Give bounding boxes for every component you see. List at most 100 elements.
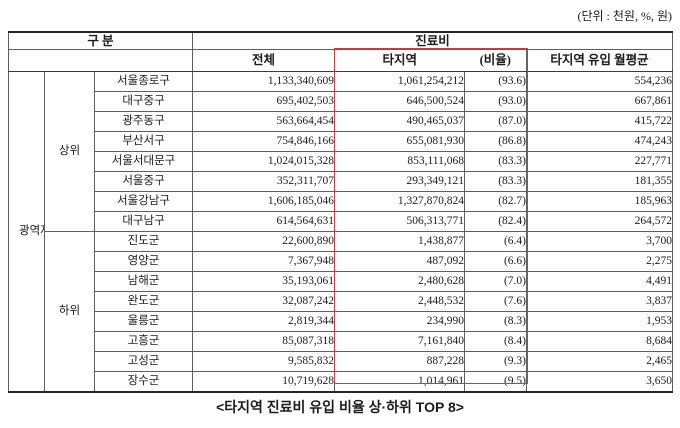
ratio-cell: (6.4) <box>464 231 527 252</box>
header-expense-group: 진료비 <box>191 31 674 50</box>
monthly-avg-cell: 3,837 <box>525 291 674 312</box>
total-cell: 7,367,948 <box>192 251 335 272</box>
expense-table: 구 분 진료비 전체 타지역 (비율) 타지역 유입 월평균 광역자치단체 상위… <box>8 31 674 393</box>
table-row: 서울서대문구 1,024,015,328 853,111,068 (83.3) … <box>9 151 674 172</box>
ratio-cell: (87.0) <box>464 111 527 132</box>
total-cell: 1,024,015,328 <box>192 151 335 172</box>
table-caption: <타지역 진료비 유입 비율 상·하위 TOP 8> <box>216 399 464 415</box>
other-region-cell: 1,061,254,212 <box>334 71 465 92</box>
header-monthly-avg: 타지역 유입 월평균 <box>525 49 674 72</box>
other-region-cell: 234,990 <box>334 311 465 332</box>
table-row: 광주동구 563,664,454 490,465,037 (87.0) 415,… <box>9 111 674 132</box>
total-cell: 85,087,318 <box>192 331 335 352</box>
region-cell: 서울서대문구 <box>94 151 193 172</box>
region-cell: 남해군 <box>94 271 193 292</box>
table-row: 서울중구 352,311,707 293,349,121 (83.3) 181,… <box>9 171 674 192</box>
region-cell: 부산서구 <box>94 131 193 152</box>
region-cell: 대구중구 <box>94 91 193 112</box>
other-region-cell: 887,228 <box>334 351 465 372</box>
table-row: 남해군 35,193,061 2,480,628 (7.0) 4,491 <box>9 271 674 292</box>
monthly-avg-cell: 227,771 <box>525 151 674 172</box>
table-row: 서울강남구 1,606,185,046 1,327,870,824 (82.7)… <box>9 191 674 212</box>
region-cell: 광주동구 <box>94 111 193 132</box>
group-label-top: 상위 <box>44 71 95 232</box>
table-row: 고흥군 85,087,318 7,161,840 (8.4) 8,684 <box>9 331 674 352</box>
other-region-cell: 646,500,524 <box>334 91 465 112</box>
monthly-avg-cell: 1,953 <box>525 311 674 332</box>
table-row: 장수군 10,719,628 1,014,961 (9.5) 3,650 <box>9 371 674 393</box>
total-cell: 9,585,832 <box>192 351 335 372</box>
monthly-avg-cell: 2,465 <box>525 351 674 372</box>
monthly-avg-cell: 8,684 <box>525 331 674 352</box>
other-region-cell: 487,092 <box>334 251 465 272</box>
table-row: 영양군 7,367,948 487,092 (6.6) 2,275 <box>9 251 674 272</box>
region-cell: 고성군 <box>94 351 193 372</box>
ratio-cell: (7.6) <box>464 291 527 312</box>
monthly-avg-cell: 474,243 <box>525 131 674 152</box>
region-cell: 서울강남구 <box>94 191 193 212</box>
other-region-cell: 7,161,840 <box>334 331 465 352</box>
total-cell: 10,719,628 <box>192 371 335 393</box>
region-cell: 장수군 <box>94 371 193 393</box>
other-region-cell: 506,313,771 <box>334 211 465 232</box>
group-label-bottom: 하위 <box>44 231 95 393</box>
row-group-label-vertical: 광역자치단체 <box>8 71 45 393</box>
region-cell: 서울중구 <box>94 171 193 192</box>
region-cell: 고흥군 <box>94 331 193 352</box>
ratio-cell: (8.4) <box>464 331 527 352</box>
header-empty-cell <box>8 49 193 72</box>
unit-note: (단위 : 천원, %, 원) <box>577 9 672 23</box>
total-cell: 1,606,185,046 <box>192 191 335 212</box>
table-row: 고성군 9,585,832 887,228 (9.3) 2,465 <box>9 351 674 372</box>
header-other-region: 타지역 <box>334 49 465 72</box>
header-ratio: (비율) <box>464 49 527 72</box>
region-cell: 영양군 <box>94 251 193 272</box>
region-cell: 대구남구 <box>94 211 193 232</box>
monthly-avg-cell: 415,722 <box>525 111 674 132</box>
other-region-cell: 1,327,870,824 <box>334 191 465 212</box>
ratio-cell: (6.6) <box>464 251 527 272</box>
total-cell: 22,600,890 <box>192 231 335 252</box>
table-row: 대구중구 695,402,503 646,500,524 (93.0) 667,… <box>9 91 674 112</box>
other-region-cell: 293,349,121 <box>334 171 465 192</box>
monthly-avg-cell: 185,963 <box>525 191 674 212</box>
monthly-avg-cell: 554,236 <box>525 71 674 92</box>
total-cell: 754,846,166 <box>192 131 335 152</box>
total-cell: 614,564,631 <box>192 211 335 232</box>
other-region-cell: 490,465,037 <box>334 111 465 132</box>
monthly-avg-cell: 264,572 <box>525 211 674 232</box>
region-cell: 서울종로구 <box>94 71 193 92</box>
monthly-avg-cell: 181,355 <box>525 171 674 192</box>
region-cell: 완도군 <box>94 291 193 312</box>
other-region-cell: 655,081,930 <box>334 131 465 152</box>
table-row: 완도군 32,087,242 2,448,532 (7.6) 3,837 <box>9 291 674 312</box>
ratio-cell: (8.3) <box>464 311 527 332</box>
total-cell: 32,087,242 <box>192 291 335 312</box>
region-cell: 울릉군 <box>94 311 193 332</box>
region-cell: 진도군 <box>94 231 193 252</box>
ratio-cell: (82.4) <box>464 211 527 232</box>
ratio-cell: (93.6) <box>464 71 527 92</box>
other-region-cell: 2,480,628 <box>334 271 465 292</box>
ratio-cell: (83.3) <box>464 171 527 192</box>
table-row: 하위 진도군 22,600,890 1,438,877 (6.4) 3,700 <box>9 231 674 393</box>
other-region-cell: 1,014,961 <box>334 371 465 393</box>
monthly-avg-cell: 667,861 <box>525 91 674 112</box>
total-cell: 563,664,454 <box>192 111 335 132</box>
other-region-cell: 1,438,877 <box>334 231 465 252</box>
total-cell: 695,402,503 <box>192 91 335 112</box>
other-region-cell: 853,111,068 <box>334 151 465 172</box>
total-cell: 35,193,061 <box>192 271 335 292</box>
table-row: 부산서구 754,846,166 655,081,930 (86.8) 474,… <box>9 131 674 152</box>
monthly-avg-cell: 3,700 <box>525 231 674 252</box>
total-cell: 1,133,340,609 <box>192 71 335 92</box>
expense-table-grid: 구 분 진료비 전체 타지역 (비율) 타지역 유입 월평균 광역자치단체 상위… <box>8 31 674 393</box>
ratio-cell: (93.0) <box>464 91 527 112</box>
ratio-cell: (82.7) <box>464 191 527 212</box>
ratio-cell: (9.3) <box>464 351 527 372</box>
ratio-cell: (9.5) <box>464 371 527 393</box>
monthly-avg-cell: 2,275 <box>525 251 674 272</box>
ratio-cell: (86.8) <box>464 131 527 152</box>
total-cell: 2,819,344 <box>192 311 335 332</box>
table-row: 광역자치단체 상위 서울종로구 1,133,340,609 1,061,254,… <box>8 71 674 393</box>
